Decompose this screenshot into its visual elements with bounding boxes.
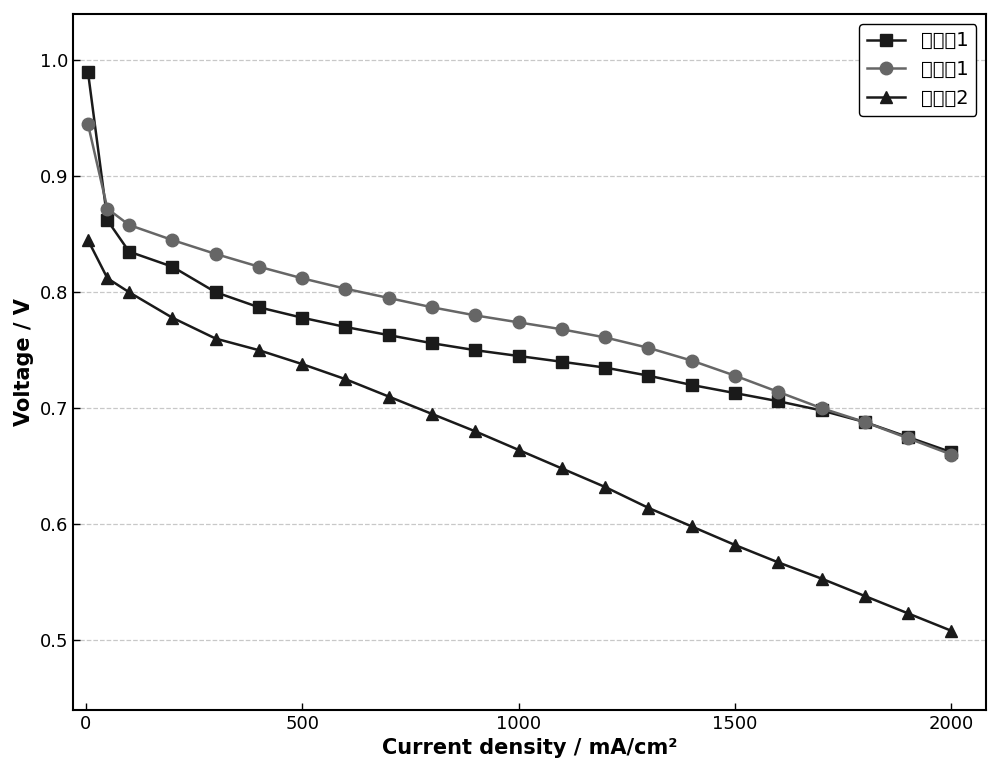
对比例2 xyxy=(945,626,957,635)
对比例2 xyxy=(253,346,265,355)
X-axis label: Current density / mA/cm²: Current density / mA/cm² xyxy=(382,738,677,758)
对比例2 xyxy=(556,464,568,473)
实施例1 xyxy=(729,371,741,381)
对比例2 xyxy=(902,609,914,618)
对比例1 xyxy=(686,381,698,390)
对比例1 xyxy=(772,397,784,406)
实施例1 xyxy=(296,273,308,283)
Y-axis label: Voltage / V: Voltage / V xyxy=(14,298,34,425)
对比例2 xyxy=(426,409,438,418)
实施例1 xyxy=(210,249,222,259)
对比例1 xyxy=(296,313,308,323)
对比例2 xyxy=(339,374,351,384)
实施例1 xyxy=(859,418,871,427)
对比例1 xyxy=(642,371,654,381)
Legend: 对比例1, 实施例1, 对比例2: 对比例1, 实施例1, 对比例2 xyxy=(859,24,976,116)
对比例2 xyxy=(816,574,828,584)
实施例1 xyxy=(686,356,698,365)
对比例1 xyxy=(210,288,222,297)
对比例2 xyxy=(599,482,611,492)
对比例1 xyxy=(556,357,568,367)
对比例1 xyxy=(945,448,957,457)
Line: 实施例1: 实施例1 xyxy=(82,118,958,461)
对比例1 xyxy=(426,339,438,348)
实施例1 xyxy=(816,404,828,413)
Line: 对比例2: 对比例2 xyxy=(82,234,958,637)
实施例1 xyxy=(772,388,784,397)
对比例1 xyxy=(166,262,178,271)
对比例1 xyxy=(339,323,351,332)
对比例2 xyxy=(859,591,871,601)
对比例1 xyxy=(729,388,741,398)
实施例1 xyxy=(642,344,654,353)
实施例1 xyxy=(945,450,957,459)
实施例1 xyxy=(253,262,265,271)
对比例2 xyxy=(469,427,481,436)
对比例2 xyxy=(513,445,525,455)
对比例2 xyxy=(296,360,308,369)
对比例2 xyxy=(686,522,698,531)
实施例1 xyxy=(902,434,914,443)
Line: 对比例1: 对比例1 xyxy=(82,66,957,458)
实施例1 xyxy=(123,220,135,229)
实施例1 xyxy=(166,235,178,245)
实施例1 xyxy=(556,325,568,334)
对比例2 xyxy=(383,392,395,401)
对比例1 xyxy=(123,247,135,256)
实施例1 xyxy=(82,120,94,129)
对比例1 xyxy=(513,351,525,361)
对比例2 xyxy=(123,288,135,297)
对比例2 xyxy=(210,334,222,344)
对比例2 xyxy=(729,540,741,550)
实施例1 xyxy=(513,318,525,327)
实施例1 xyxy=(469,311,481,320)
对比例1 xyxy=(383,330,395,340)
对比例1 xyxy=(101,215,113,225)
实施例1 xyxy=(339,284,351,293)
对比例2 xyxy=(642,503,654,513)
对比例1 xyxy=(469,346,481,355)
对比例2 xyxy=(82,235,94,245)
对比例1 xyxy=(253,303,265,312)
对比例1 xyxy=(902,432,914,442)
对比例1 xyxy=(859,418,871,427)
对比例1 xyxy=(816,406,828,415)
对比例1 xyxy=(82,67,94,76)
实施例1 xyxy=(599,333,611,342)
实施例1 xyxy=(426,303,438,312)
对比例2 xyxy=(166,313,178,323)
实施例1 xyxy=(383,293,395,303)
实施例1 xyxy=(101,204,113,213)
对比例2 xyxy=(101,273,113,283)
对比例2 xyxy=(772,558,784,567)
对比例1 xyxy=(599,363,611,372)
